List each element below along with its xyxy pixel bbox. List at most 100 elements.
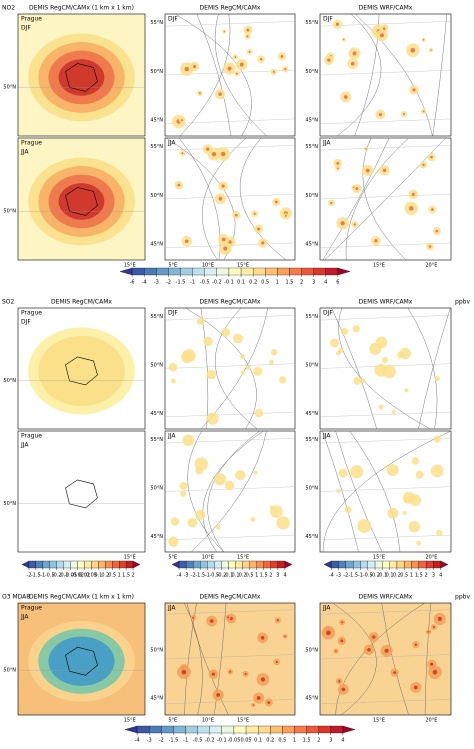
colorbar-tick-label: 0.2 [249,280,257,286]
colorbar-extension [440,560,449,569]
concentration-core [216,693,221,697]
lat-label: 50°N [3,378,16,384]
lon-label: 15°E [373,263,385,269]
map-panel: Prague JJA [17,137,146,261]
concentration-spot [408,520,421,533]
border-line [362,137,407,261]
colorbar-tick-label: 1.5 [415,573,423,579]
colorbar-tick-label: 1 [118,573,121,579]
concentration-core [352,51,357,56]
concentration-spot [330,338,340,348]
colorbar-segment [63,560,71,569]
concentration-spot [170,378,176,384]
map-background [164,307,296,430]
concentration-core [280,55,284,58]
colorbar-segment [185,560,194,569]
concentration-core [428,245,432,248]
lat-label: 45°N [305,534,318,540]
border-line [418,307,451,430]
colorbar-segment [209,725,222,734]
graticule [319,193,452,200]
concentration-core [220,151,226,157]
concentration-spot [187,517,198,528]
colorbar-tick-label: 3 [329,738,332,744]
colorbar-segment [178,560,187,569]
colorbar-segment [56,560,64,569]
concentration-spot [402,510,407,516]
concentration-spot [276,516,290,530]
graticule [164,609,296,615]
graticule [164,699,296,704]
concentration-spot [381,356,389,364]
colorbar-tick-label: 1.5 [260,573,268,579]
concentration-core [367,647,371,652]
lat-label: 55°N [150,20,163,26]
concentration-core [221,237,226,242]
colorbar-extension [132,560,141,569]
concentration-core [430,662,434,666]
map-background [319,602,452,716]
colorbar-tick-label: 1.5 [122,573,130,579]
colorbar-segment [360,560,368,569]
graticule [319,654,452,660]
concentration-core [430,49,432,51]
concentration-core [382,27,386,31]
concentration-core [337,167,339,170]
colorbar-segment [91,560,99,569]
lon-label: 15°E [124,263,136,269]
concentration-core [253,212,256,215]
concentration-spot [240,370,246,376]
concentration-core [284,635,286,638]
border-line [335,602,425,716]
colorbar-tick-label: 2 [300,280,303,286]
concentration-core [257,227,261,231]
concentration-core [327,58,331,62]
colorbar-segment [263,560,271,569]
season-label: JJA [322,433,331,440]
colorbar-tick-label: -0.05 [227,738,240,744]
colorbar-tick-label: -1.5 [169,738,179,744]
colorbar-tick-label: -1.5 [195,573,205,579]
colorbar-tick-label: -2 [191,573,196,579]
lon-label: 15°E [237,263,249,269]
colorbar-tick-label: -3 [147,738,152,744]
lon-label: 15°E [237,555,249,561]
lat-label: 45°N [150,534,163,540]
colorbar-segment [353,560,361,569]
colorbar-tick-label: -1.5 [348,573,358,579]
border-line [191,430,267,553]
graticule [319,534,452,541]
colorbar-tick-label: 1 [410,573,413,579]
concentration-core [221,184,225,188]
colorbar-tick-label: 1 [293,738,296,744]
concentration-spot [254,408,264,418]
map-panel: JJA [164,602,296,716]
concentration-core [427,630,430,633]
concentration-core [198,92,201,95]
colorbar-tick-label: -2 [343,573,348,579]
colorbar-tick-label: -0.2 [212,280,222,286]
colorbar-segment [277,560,286,569]
border-line [202,430,264,553]
border-line [407,307,438,430]
border-line [196,13,232,137]
lat-label: 50°N [3,668,16,674]
concentration-core [211,672,216,676]
concentration-core [413,685,418,690]
season-label: DJF [323,310,333,317]
colorbar-segment [306,725,319,734]
lat-label: 55°N [305,314,318,320]
colorbar-segment [70,560,78,569]
lat-label: 50°N [305,485,318,491]
lat-label: 45°N [305,242,318,248]
border-line [355,13,433,137]
colorbar-segment [313,267,326,276]
colorbar-tick-label: -0.1 [217,738,227,744]
graticule [164,193,296,200]
concentration-core [343,38,345,41]
colorbar-tick-label: 3 [312,280,315,286]
lon-label: 15°E [124,555,136,561]
concentration-core [341,687,346,692]
map-background [164,430,296,553]
